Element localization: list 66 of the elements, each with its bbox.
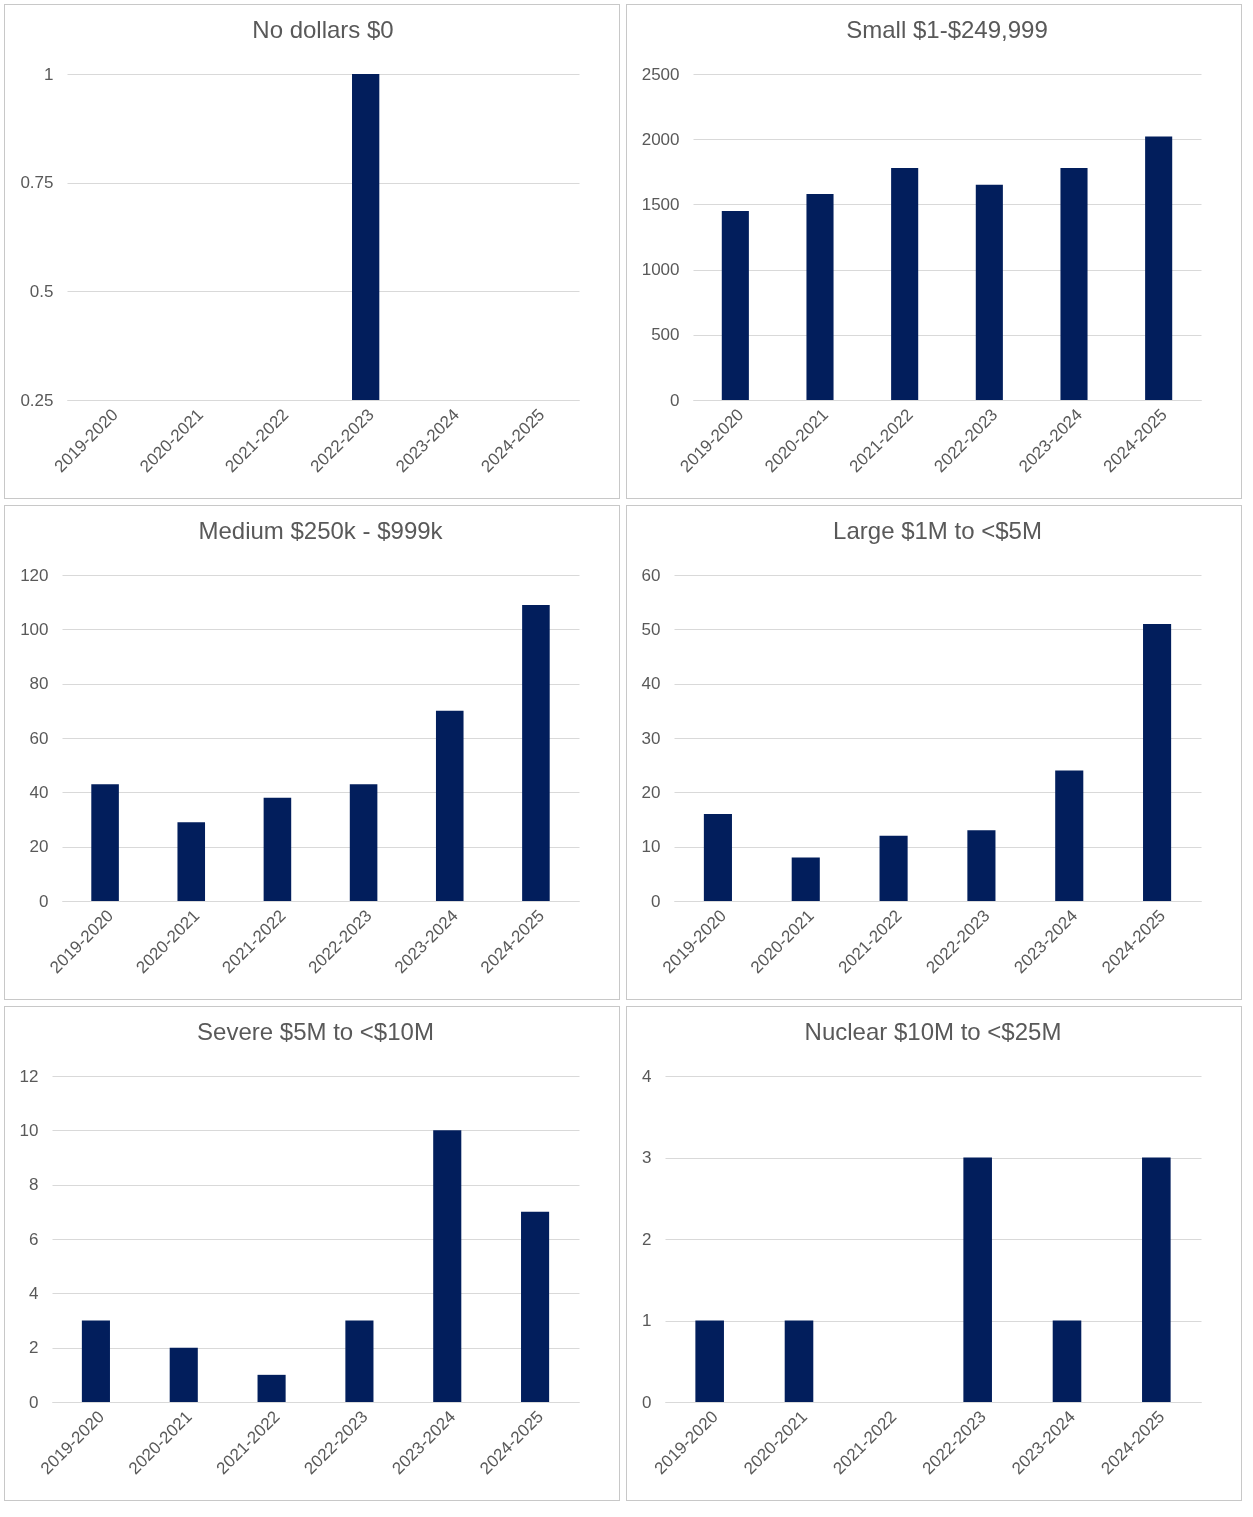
- bar: [177, 822, 206, 901]
- y-tick-label: 60: [641, 565, 661, 585]
- y-tick-label: 50: [641, 619, 661, 639]
- bar: [91, 784, 119, 901]
- y-tick-label: 500: [651, 325, 680, 345]
- y-tick-label: 0: [651, 891, 661, 911]
- bar: [521, 1211, 550, 1402]
- chart-title: Large $1M to <$5M: [833, 517, 1042, 544]
- bar: [81, 1320, 110, 1402]
- bar: [1145, 136, 1173, 400]
- y-tick-label: 20: [641, 782, 661, 802]
- bar: [806, 193, 834, 400]
- y-tick-label: 20: [29, 837, 49, 857]
- y-tick-label: 0.5: [29, 281, 54, 301]
- y-tick-label: 4: [29, 1283, 39, 1303]
- bar: [967, 830, 996, 901]
- y-tick-label: 40: [29, 782, 49, 802]
- bar: [169, 1347, 198, 1402]
- y-tick-label: 0: [29, 1392, 39, 1412]
- bar: [522, 604, 550, 901]
- y-tick-label: 1: [44, 64, 54, 84]
- y-tick-label: 0: [39, 891, 49, 911]
- y-tick-label: 80: [29, 674, 49, 694]
- y-tick-label: 0.75: [20, 173, 54, 193]
- y-tick-label: 0: [670, 390, 680, 410]
- bar: [721, 210, 749, 400]
- y-tick-label: 100: [20, 619, 49, 639]
- bar: [703, 814, 732, 901]
- bar: [349, 784, 378, 901]
- y-tick-label: 3: [642, 1148, 652, 1167]
- bar: [263, 797, 292, 901]
- bar: [1143, 623, 1172, 901]
- bar: [1055, 770, 1084, 901]
- y-tick-label: 1000: [641, 260, 680, 280]
- chart-title: No dollars $0: [252, 16, 394, 43]
- y-tick-label: 2: [29, 1338, 39, 1358]
- bar: [257, 1374, 286, 1402]
- y-tick-label: 2: [642, 1229, 652, 1249]
- bar: [1060, 167, 1088, 400]
- bar: [975, 184, 1003, 400]
- y-tick-label: 12: [19, 1066, 39, 1086]
- y-tick-label: 0: [642, 1392, 652, 1412]
- y-tick-label: 2000: [641, 129, 680, 149]
- y-tick-label: 10: [19, 1120, 39, 1140]
- y-tick-label: 1: [642, 1311, 652, 1330]
- bar: [435, 710, 464, 901]
- bar: [791, 857, 820, 901]
- y-tick-label: 10: [641, 837, 661, 857]
- y-tick-label: 60: [29, 728, 49, 748]
- chart-title: Medium $250k - $999k: [198, 517, 444, 544]
- y-tick-label: 2500: [641, 64, 680, 84]
- bar: [433, 1130, 462, 1402]
- y-tick-label: 30: [641, 728, 661, 748]
- y-tick-label: 1500: [641, 194, 680, 214]
- y-tick-label: 4: [642, 1066, 652, 1086]
- bar: [879, 835, 908, 901]
- y-tick-label: 0.25: [20, 390, 54, 410]
- chart-title: Nuclear $10M to <$25M: [804, 1018, 1062, 1045]
- chart-title: Severe $5M to <$10M: [197, 1018, 434, 1045]
- y-tick-label: 6: [29, 1229, 39, 1249]
- y-tick-label: 40: [641, 674, 661, 694]
- chart-title: Small $1-$249,999: [846, 16, 1048, 43]
- bar: [345, 1320, 374, 1402]
- bar: [891, 167, 919, 400]
- y-tick-label: 8: [29, 1175, 39, 1195]
- y-tick-label: 120: [20, 565, 49, 585]
